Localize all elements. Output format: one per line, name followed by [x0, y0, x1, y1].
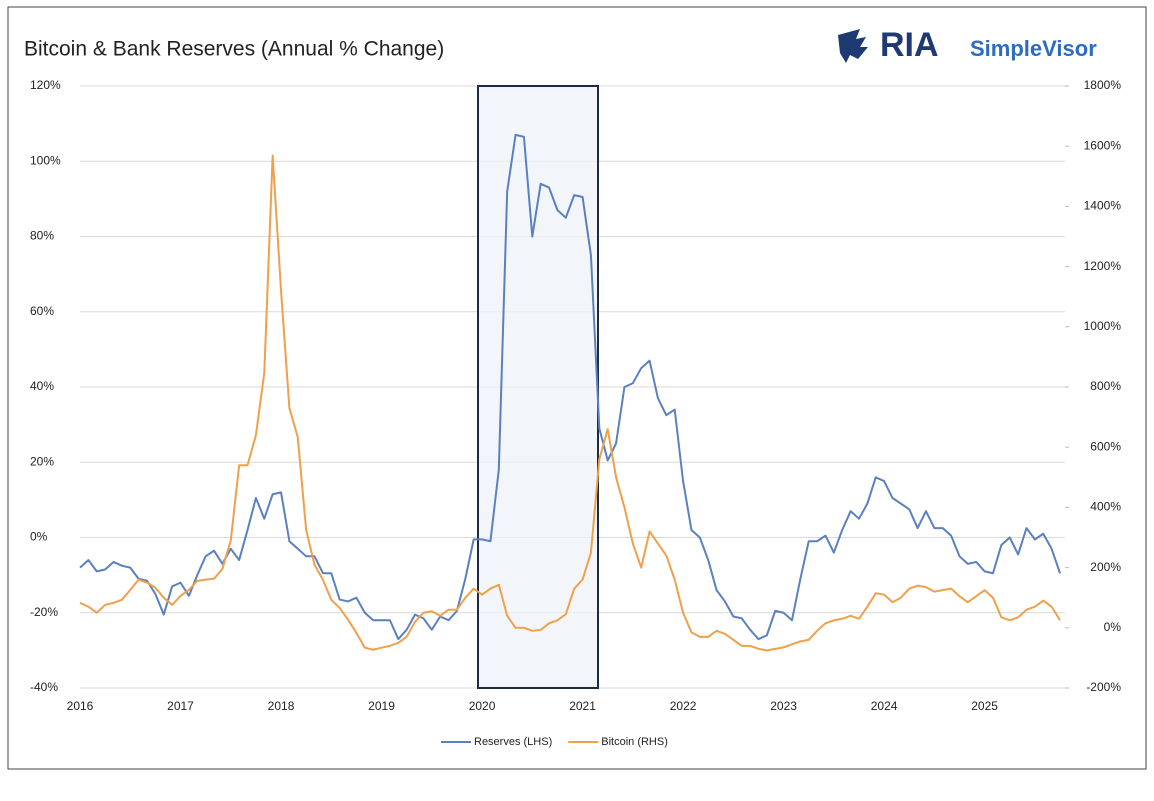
x-tick-label: 2018 — [268, 699, 295, 713]
y-tick-label: -40% — [30, 680, 58, 694]
x-tick-label: 2023 — [770, 699, 797, 713]
y2-tick-label: 1600% — [1084, 138, 1122, 152]
x-tick-label: 2019 — [368, 699, 395, 713]
x-tick-label: 2020 — [469, 699, 496, 713]
y-tick-label: 120% — [30, 78, 61, 92]
y2-tick-label: 400% — [1090, 500, 1121, 514]
y2-tick-label: -200% — [1086, 680, 1121, 694]
x-tick-label: 2017 — [167, 699, 194, 713]
y2-tick-label: 600% — [1090, 439, 1121, 453]
logo-product: SimpleVisor — [970, 36, 1097, 61]
y-tick-label: 20% — [30, 454, 54, 468]
logo: RIA SimpleVisor — [838, 26, 1097, 64]
legend-label: Bitcoin (RHS) — [601, 736, 668, 748]
y-tick-label: 40% — [30, 379, 54, 393]
chart-title: Bitcoin & Bank Reserves (Annual % Change… — [24, 38, 444, 61]
y-tick-label: 60% — [30, 304, 54, 318]
x-tick-label: 2021 — [569, 699, 596, 713]
legend-label: Reserves (LHS) — [474, 736, 552, 748]
x-tick-label: 2016 — [67, 699, 94, 713]
y-tick-label: -20% — [30, 605, 58, 619]
y2-tick-label: 0% — [1104, 620, 1122, 634]
y2-tick-label: 1800% — [1084, 78, 1122, 92]
y-tick-label: 100% — [30, 153, 61, 167]
series-line — [79, 154, 1061, 652]
y-tick-label: 80% — [30, 229, 54, 243]
y2-tick-label: 1000% — [1084, 319, 1122, 333]
lines — [79, 133, 1061, 652]
y2-tick-label: 200% — [1090, 560, 1121, 574]
x-tick-label: 2022 — [670, 699, 697, 713]
x-tick-label: 2024 — [871, 699, 898, 713]
series-line — [79, 133, 1061, 641]
y2-tick-label: 800% — [1090, 379, 1121, 393]
x-tick-label: 2025 — [971, 699, 998, 713]
highlight-box — [477, 85, 599, 689]
y2-tick-label: 1400% — [1084, 199, 1122, 213]
y-tick-label: 0% — [30, 530, 48, 544]
y2-tick-label: 1200% — [1084, 259, 1122, 273]
labels: -40% -20% 0% 20% 40% 60% 80% 100% 120% -200% 0% 200… — [30, 78, 1121, 748]
logo-icon — [838, 29, 868, 63]
logo-brand: RIA — [880, 26, 939, 64]
